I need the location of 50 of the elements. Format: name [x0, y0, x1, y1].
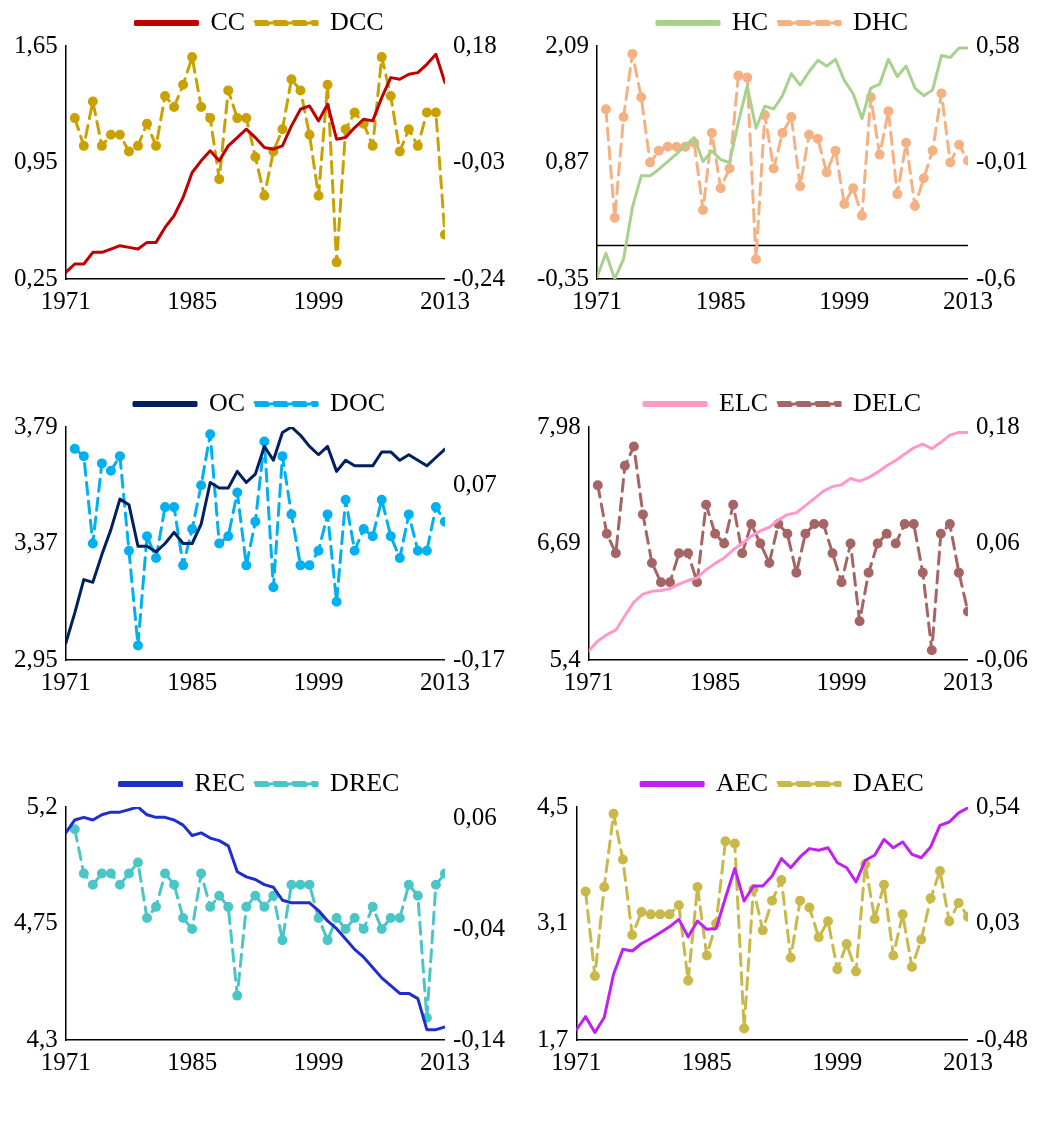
legend-label: CC	[210, 6, 246, 36]
legend-label: REC	[194, 768, 246, 798]
y-tick-label: 0,87	[545, 147, 590, 175]
x-tick-label: 1999	[293, 667, 344, 695]
y-tick-label: 2,09	[545, 30, 590, 58]
y-tick-label: 1,65	[14, 30, 58, 58]
legend-label: DAEC	[853, 768, 924, 798]
x-tick-label: 1999	[293, 286, 344, 314]
legend-label: DCC	[330, 6, 384, 36]
legend-label: DOC	[330, 387, 386, 417]
y2-tick-label: 0,06	[452, 802, 497, 830]
y-tick-label: 0,95	[14, 147, 58, 175]
legend-label: AEC	[716, 768, 769, 798]
y2-tick-label: -0,03	[452, 147, 505, 175]
y2-tick-label: 0,58	[975, 30, 1020, 58]
x-tick-label: 1999	[812, 1047, 863, 1075]
y2-tick-label: -0,04	[452, 913, 506, 941]
legend-label: ELC	[719, 387, 769, 417]
y-tick-label: 4,75	[14, 908, 58, 936]
legend-label: DELC	[853, 387, 921, 417]
y-tick-label: 4,3	[26, 1024, 58, 1052]
y-tick-label: 3,79	[14, 411, 58, 439]
legend-label: DREC	[330, 768, 400, 798]
y2-tick-label: -0,01	[975, 147, 1028, 175]
legend-label: HC	[731, 6, 769, 36]
y-tick-label: 4,5	[537, 791, 569, 819]
y-tick-label: 5,2	[26, 791, 58, 819]
legend-label: DHC	[853, 6, 909, 36]
y2-tick-label: 0,06	[975, 527, 1020, 555]
x-tick-label: 1985	[681, 1047, 732, 1075]
x-tick-label: 1985	[167, 667, 218, 695]
y2-tick-label: 0,54	[975, 791, 1021, 819]
y-tick-label: 6,69	[537, 527, 581, 555]
x-tick-label: 1985	[690, 667, 741, 695]
y2-tick-label: 0,07	[452, 469, 497, 497]
y-tick-label: 5,4	[549, 644, 582, 672]
x-tick-label: 1985	[695, 286, 746, 314]
x-tick-label: 1999	[819, 286, 870, 314]
y-tick-label: 1,7	[537, 1024, 569, 1052]
y-tick-label: 7,98	[537, 411, 581, 439]
y-tick-label: 3,37	[14, 527, 58, 555]
legend-label: OC	[208, 387, 246, 417]
x-tick-label: 1985	[167, 1047, 218, 1075]
y2-tick-label: 0,18	[452, 30, 497, 58]
y-tick-label: 3,1	[537, 908, 569, 936]
x-tick-label: 1999	[816, 667, 867, 695]
y2-tick-label: 0,03	[975, 908, 1020, 936]
x-tick-label: 1985	[167, 286, 218, 314]
x-tick-label: 1999	[293, 1047, 344, 1075]
y2-tick-label: 0,18	[975, 411, 1020, 439]
